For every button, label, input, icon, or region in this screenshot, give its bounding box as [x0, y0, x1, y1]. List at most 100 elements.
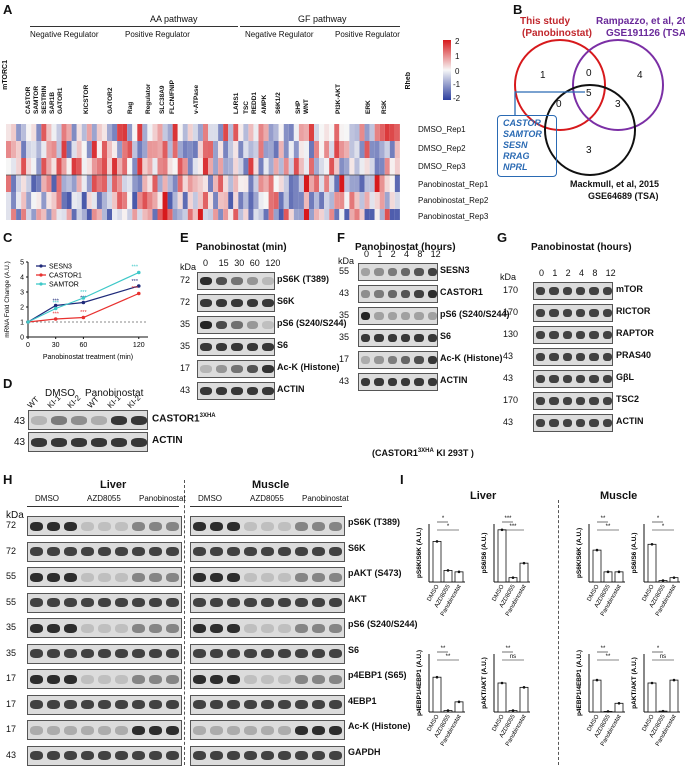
heatmap-cell — [374, 124, 380, 141]
band — [295, 751, 308, 760]
h-blot-liver — [27, 541, 182, 562]
i-bar-plot: DMSOAZD8055Panobinostat****p4EBP1/4EBP1 … — [416, 646, 465, 747]
heatmap-cell — [31, 124, 37, 141]
heatmap-cell — [76, 141, 82, 158]
heatmap-cell — [359, 175, 365, 192]
heatmap-cell — [263, 141, 269, 158]
g-title: Panobinostat (hours) — [531, 242, 632, 253]
heatmap-cell — [319, 209, 325, 220]
heatmap-cell — [223, 141, 229, 158]
band — [115, 547, 128, 556]
heatmap-cell — [364, 141, 370, 158]
h-kda: 17 — [6, 698, 17, 709]
heatmap-cell — [51, 192, 57, 209]
heatmap-cell — [369, 124, 375, 141]
band — [81, 725, 94, 735]
band — [329, 598, 342, 607]
heatmap-cell — [253, 141, 259, 158]
band — [549, 353, 559, 361]
heatmap-cell — [389, 175, 395, 192]
heatmap-cell — [293, 141, 299, 158]
g-lane: 12 — [605, 268, 616, 278]
heatmap-cell — [117, 158, 123, 175]
heatmap-cell — [379, 175, 385, 192]
row-label-0: DMSO_Rep1 — [418, 125, 466, 134]
heatmap-cell — [96, 141, 102, 158]
heatmap-subgroup: v-ATPase — [193, 84, 200, 114]
g-row-label: TSC2 — [616, 394, 640, 404]
g-row-label: RAPTOR — [616, 328, 654, 338]
band — [98, 572, 111, 582]
band — [261, 547, 274, 556]
point-CASTOR1 — [136, 291, 141, 296]
sig-mark: *** — [52, 312, 59, 318]
heatmap-cell — [359, 209, 365, 220]
heatmap-cell — [213, 175, 219, 192]
heatmap-cell — [359, 141, 365, 158]
g-kda: 43 — [503, 373, 514, 383]
band — [166, 725, 179, 735]
band — [132, 572, 145, 582]
band — [193, 649, 206, 658]
heatmap-cell — [101, 158, 107, 175]
band — [98, 623, 111, 633]
band — [261, 674, 274, 684]
venn-circle-3 — [544, 84, 636, 176]
h-kda: 17 — [6, 724, 17, 734]
band — [81, 751, 94, 760]
f-kda: 35 — [339, 310, 350, 320]
venn-n123: 5 — [586, 88, 592, 99]
heatmap-cell — [394, 124, 400, 141]
venn-gene-2: SESN — [503, 140, 528, 150]
band — [602, 375, 612, 383]
heatmap-cell — [268, 175, 274, 192]
heatmap-cell — [248, 175, 254, 192]
band — [576, 419, 586, 427]
heatmap-cell — [303, 175, 309, 192]
heatmap-cell — [283, 124, 289, 141]
heatmap-cell — [339, 209, 345, 220]
heatmap-cell — [21, 158, 27, 175]
g-row-label: GβL — [616, 372, 634, 382]
band — [98, 649, 111, 658]
h-row-label: pAKT (S473) — [348, 568, 402, 578]
heatmap-cell — [344, 192, 350, 209]
sig-mark: *** — [80, 310, 87, 316]
heatmap-cell — [349, 175, 355, 192]
band — [132, 598, 145, 607]
band — [193, 598, 206, 607]
i-bar — [519, 686, 529, 713]
d-kda-0: 43 — [14, 416, 26, 427]
heatmap-cell — [142, 192, 148, 209]
i-y-label: p4EBP1/4EBP1 (A.U.) — [416, 650, 423, 716]
band — [401, 268, 411, 276]
heatmap-cell — [127, 175, 133, 192]
heatmap-cell — [91, 192, 97, 209]
band — [227, 700, 240, 709]
panel-label-g: G — [497, 230, 508, 245]
heatmap-cell — [253, 175, 259, 192]
band — [602, 353, 612, 361]
heatmap-cell — [112, 209, 118, 220]
heatmap-cell — [223, 209, 229, 220]
i-point — [617, 702, 621, 705]
heatmap-subgroup: RSK — [381, 100, 388, 114]
heatmap-cell — [218, 141, 224, 158]
heatmap-cell — [167, 175, 173, 192]
venn-diagram — [514, 39, 664, 176]
aa-pos-label: Positive Regulator — [125, 30, 190, 39]
heatmap-cell — [86, 124, 92, 141]
band — [231, 321, 243, 329]
heatmap-cell — [187, 175, 193, 192]
band — [262, 299, 274, 307]
heatmap-cell — [112, 141, 118, 158]
heatmap-cell — [364, 209, 370, 220]
band — [312, 674, 325, 684]
heatmap-cell — [182, 192, 188, 209]
band — [278, 521, 291, 531]
heatmap-cell — [208, 158, 214, 175]
band — [401, 312, 411, 320]
heatmap-cell — [339, 141, 345, 158]
